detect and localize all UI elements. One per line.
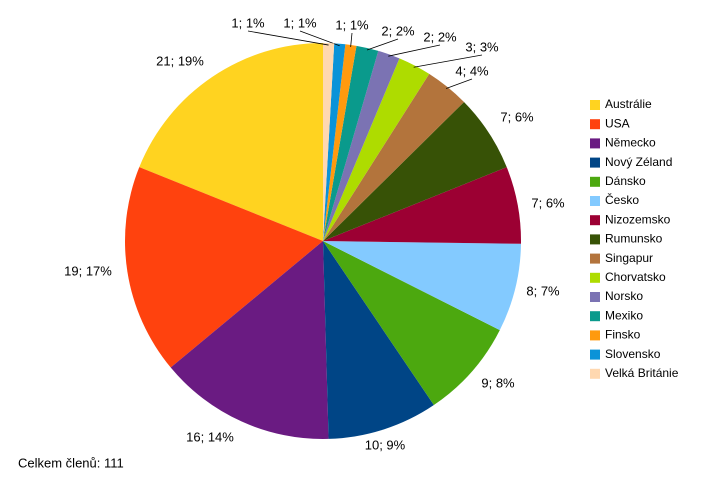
legend-label: Chorvatsko: [605, 270, 666, 284]
data-label: 8; 7%: [526, 283, 560, 298]
pie-slice: [323, 58, 430, 241]
legend-swatch: [590, 119, 600, 130]
legend-swatch: [590, 157, 600, 168]
legend-label: Slovensko: [605, 347, 661, 361]
data-label: 4; 4%: [455, 63, 489, 78]
pie-slice: [323, 101, 507, 241]
data-label: 7; 6%: [531, 195, 565, 210]
data-label: 21; 19%: [156, 53, 204, 68]
pie-slice: [323, 50, 400, 242]
legend-label: USA: [605, 116, 630, 130]
total-note: Celkem členů: 111: [18, 455, 124, 470]
legend-label: Finsko: [605, 328, 641, 342]
data-label: 3; 3%: [465, 39, 499, 54]
data-label: 7; 6%: [500, 109, 534, 124]
leader-line: [350, 32, 353, 47]
pie-slice: [323, 44, 357, 242]
legend-label: Nový Zéland: [605, 155, 672, 169]
legend-label: Německo: [605, 136, 656, 150]
legend-swatch: [590, 100, 600, 110]
legend-swatch: [590, 234, 600, 245]
pie-slice: [323, 241, 500, 406]
leader-line: [388, 44, 441, 57]
pie-slice: [139, 43, 323, 241]
pie-slice: [323, 73, 464, 242]
legend-label: Austrálie: [605, 97, 652, 111]
pie-slice: [323, 241, 434, 439]
data-label: 1; 1%: [231, 15, 265, 30]
data-label: 10; 9%: [365, 437, 406, 452]
legend-label: Nizozemsko: [605, 212, 671, 226]
leader-line: [413, 54, 483, 68]
legend-label: Velká Británie: [605, 366, 679, 380]
legend-swatch: [590, 253, 600, 264]
legend-label: Singapur: [605, 251, 653, 265]
data-label: 1; 1%: [283, 15, 317, 30]
leader-line: [445, 78, 473, 89]
data-label: 9; 8%: [481, 375, 515, 390]
legend-label: Mexiko: [605, 308, 643, 322]
pie-slice: [323, 241, 521, 331]
pie-slice: [323, 45, 379, 241]
legend-label: Dánsko: [605, 174, 646, 188]
leader-line: [366, 38, 399, 51]
pie-slice: [170, 241, 329, 439]
legend-swatch: [590, 272, 600, 283]
legend-swatch: [590, 311, 600, 322]
data-label: 2; 2%: [381, 23, 415, 38]
data-label: 1; 1%: [335, 17, 369, 32]
legend-swatch: [590, 349, 600, 360]
pie-slice: [323, 43, 335, 241]
legend-swatch: [590, 196, 600, 206]
data-label: 19; 17%: [64, 263, 112, 278]
pie-slice: [323, 43, 346, 242]
legend-label: Rumunsko: [605, 232, 663, 246]
legend-swatch: [590, 176, 600, 187]
data-label: 16; 14%: [186, 429, 234, 444]
pie-slice: [323, 167, 521, 244]
legend-swatch: [590, 330, 600, 341]
legend-swatch: [590, 368, 600, 379]
legend-label: Česko: [605, 192, 639, 207]
legend-swatch: [590, 215, 600, 226]
legend-label: Norsko: [605, 289, 643, 303]
data-label: 2; 2%: [423, 29, 457, 44]
legend-swatch: [590, 292, 600, 302]
legend-swatch: [590, 138, 600, 149]
leader-line: [247, 30, 329, 46]
pie-slice: [125, 167, 324, 368]
